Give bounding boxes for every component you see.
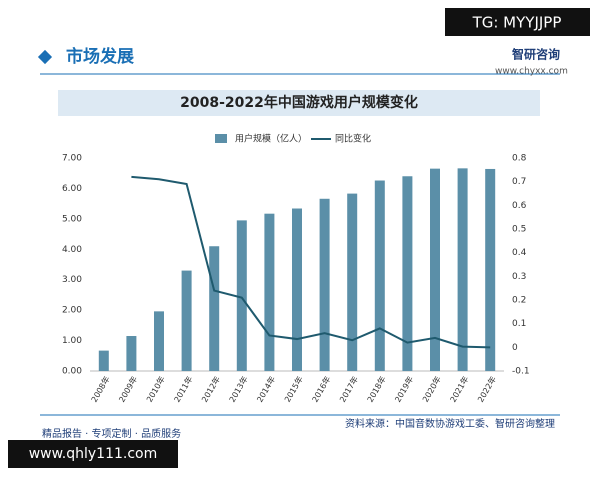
x-tick-label: 2013年 (227, 374, 250, 404)
source: 资料来源：中国音数协游戏工委、智研咨询整理 (345, 417, 555, 430)
y-tick-label: 1.00 (62, 336, 82, 346)
y-tick-label: 5.00 (62, 214, 82, 224)
badge-box (445, 8, 590, 36)
x-tick-label: 2015年 (282, 374, 305, 404)
bar (292, 208, 302, 371)
x-tick-label: 2022年 (475, 374, 498, 404)
brand-url: www.chyxx.com (495, 67, 568, 77)
x-tick-label: 2018年 (365, 374, 388, 404)
bar (126, 336, 137, 371)
x-tick-label: 2012年 (199, 374, 222, 404)
bar (154, 311, 164, 371)
y2-tick-label: 0.6 (512, 201, 527, 211)
bar (181, 270, 192, 371)
badge: TG: MYYJJPP (472, 14, 562, 32)
bar (319, 198, 330, 371)
slogan: 精品报告 · 专项定制 · 品质服务 (42, 427, 181, 440)
x-tick-label: 2021年 (448, 374, 471, 404)
y-tick-label: 7.00 (62, 154, 82, 164)
bar (347, 193, 358, 371)
x-tick-label: 2011年 (172, 374, 195, 404)
y2-tick-label: 0.3 (512, 272, 526, 282)
y-tick-label: 2.00 (62, 306, 82, 316)
y2-tick-label: 0.7 (512, 177, 526, 187)
y-tick-label: 6.00 (62, 184, 82, 194)
legend-label: 同比变化 (335, 133, 371, 145)
line (131, 175, 491, 349)
y2-tick-label: -0.1 (512, 367, 530, 377)
bar (402, 176, 413, 371)
x-tick-label: 2014年 (254, 374, 277, 404)
diamond-icon (37, 49, 53, 65)
y2-tick-label: 0.2 (512, 296, 526, 306)
bar (209, 246, 220, 371)
bar (236, 220, 247, 371)
section-title: 市场发展 (66, 46, 134, 67)
brand: 智研咨询 (511, 47, 560, 62)
x-tick-label: 2020年 (420, 374, 443, 404)
x-tick-label: 2010年 (144, 374, 167, 404)
title-band (58, 90, 540, 116)
y-tick-label: 4.00 (62, 245, 82, 255)
site: www.qhly111.com (29, 446, 158, 462)
x-tick-label: 2016年 (310, 374, 333, 404)
y2-tick-label: 0.8 (512, 154, 527, 164)
x-tick-label: 2009年 (116, 374, 139, 404)
y2-tick-label: 0 (512, 343, 518, 353)
y-tick-label: 3.00 (62, 275, 82, 285)
y2-tick-label: 0.5 (512, 225, 526, 235)
site-box (8, 440, 178, 468)
bar (430, 168, 440, 371)
legend-label: 用户规模（亿人） (235, 133, 307, 145)
bar (98, 350, 109, 371)
bar (374, 180, 385, 371)
legend-swatch (215, 134, 227, 143)
y2-tick-label: 0.1 (512, 319, 526, 329)
x-tick-label: 2008年 (89, 374, 112, 404)
x-tick-label: 2017年 (337, 374, 360, 404)
x-tick-label: 2019年 (392, 374, 415, 404)
bar (485, 168, 496, 371)
bar (264, 213, 275, 371)
bar (457, 168, 468, 371)
chart-title: 2008-2022年中国游戏用户规模变化 (180, 94, 418, 111)
y2-tick-label: 0.4 (512, 248, 527, 258)
y-tick-label: 0.00 (62, 367, 82, 377)
